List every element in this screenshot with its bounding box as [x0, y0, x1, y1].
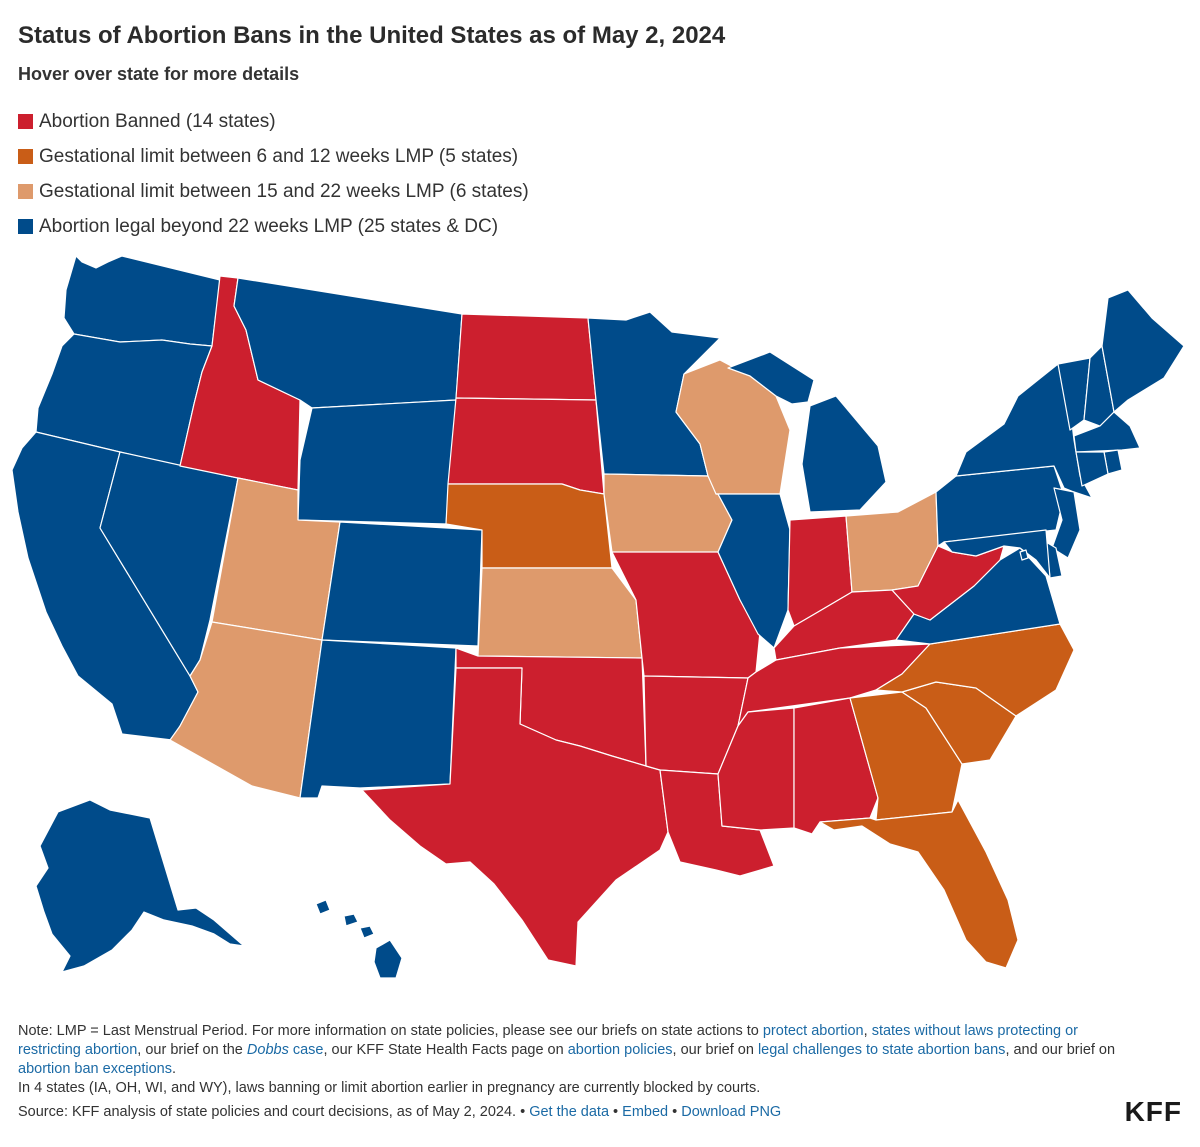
link-states-without-laws[interactable]: states without laws protecting or restri…	[18, 1023, 1079, 1058]
state-dc[interactable]	[1019, 549, 1029, 561]
state-shapes	[11, 255, 1185, 979]
chart-title: Status of Abortion Bans in the United St…	[18, 22, 726, 49]
link-abortion-policies[interactable]: abortion policies	[567, 1042, 673, 1058]
link-ban-exceptions[interactable]: abortion ban exceptions	[18, 1061, 172, 1077]
link-legal-challenges[interactable]: legal challenges to state abortion bans	[757, 1042, 1006, 1058]
notes-mid3: , our brief on	[672, 1042, 758, 1058]
legend-swatch-limit-6-12	[18, 149, 33, 164]
state-il[interactable]	[715, 493, 791, 649]
legend-swatch-banned	[18, 114, 33, 129]
legend-swatch-legal	[18, 219, 33, 234]
get-data-link[interactable]: Get the data	[529, 1104, 610, 1120]
notes-mid1: , our brief on the	[137, 1042, 247, 1058]
notes-mid4: , and our brief on	[1005, 1042, 1116, 1058]
legend-item-limit-6-12: Gestational limit between 6 and 12 weeks…	[18, 139, 529, 174]
legend: Abortion Banned (14 states) Gestational …	[18, 104, 529, 244]
legend-label-legal: Abortion legal beyond 22 weeks LMP (25 s…	[39, 215, 499, 237]
state-mi[interactable]	[727, 351, 887, 513]
kff-logo: KFF	[1124, 1096, 1182, 1127]
legend-label-limit-6-12: Gestational limit between 6 and 12 weeks…	[39, 145, 519, 167]
state-ak[interactable]	[35, 799, 245, 973]
state-nc[interactable]	[875, 623, 1075, 717]
state-hi[interactable]	[315, 899, 403, 979]
state-nm[interactable]	[299, 639, 457, 799]
state-fl[interactable]	[819, 799, 1019, 969]
state-me[interactable]	[1101, 289, 1185, 413]
link-dobbs-italic: Dobbs	[246, 1042, 289, 1058]
legend-item-legal: Abortion legal beyond 22 weeks LMP (25 s…	[18, 209, 529, 244]
notes-sep1: ,	[863, 1023, 872, 1039]
legend-label-limit-15-22: Gestational limit between 15 and 22 week…	[39, 180, 529, 202]
legend-swatch-limit-15-22	[18, 184, 33, 199]
link-dobbs-case[interactable]: Dobbs case	[247, 1042, 324, 1058]
state-ct[interactable]	[1075, 451, 1109, 487]
source-sep2: •	[668, 1104, 682, 1120]
legend-item-banned: Abortion Banned (14 states)	[18, 104, 529, 139]
state-nj[interactable]	[1051, 487, 1081, 559]
us-map	[11, 255, 1185, 979]
state-md[interactable]	[943, 529, 1051, 579]
notes-end: .	[171, 1061, 177, 1077]
state-nd[interactable]	[455, 313, 597, 401]
link-protect-abortion[interactable]: protect abortion	[762, 1023, 864, 1039]
notes-mid2: , our KFF State Health Facts page on	[323, 1042, 568, 1058]
chart-subtitle: Hover over state for more details	[18, 64, 300, 84]
state-co[interactable]	[321, 521, 483, 647]
link-dobbs-rest: case	[288, 1042, 324, 1058]
download-png-link[interactable]: Download PNG	[681, 1104, 782, 1120]
source-text: Source: KFF analysis of state policies a…	[18, 1104, 530, 1120]
notes-line2: In 4 states (IA, OH, WI, and WY), laws b…	[18, 1080, 761, 1096]
source-sep1: •	[609, 1104, 623, 1120]
state-sd[interactable]	[447, 397, 605, 495]
source-line: Source: KFF analysis of state policies a…	[18, 1104, 781, 1120]
legend-label-banned: Abortion Banned (14 states)	[39, 110, 276, 132]
legend-item-limit-15-22: Gestational limit between 15 and 22 week…	[18, 174, 529, 209]
state-wa[interactable]	[63, 255, 221, 347]
state-tx[interactable]	[361, 667, 669, 967]
notes-prefix: Note: LMP = Last Menstrual Period. For m…	[18, 1023, 763, 1039]
embed-link[interactable]: Embed	[622, 1104, 669, 1120]
state-wy[interactable]	[297, 399, 457, 525]
notes: Note: LMP = Last Menstrual Period. For m…	[18, 1022, 1128, 1098]
state-ks[interactable]	[477, 567, 643, 659]
